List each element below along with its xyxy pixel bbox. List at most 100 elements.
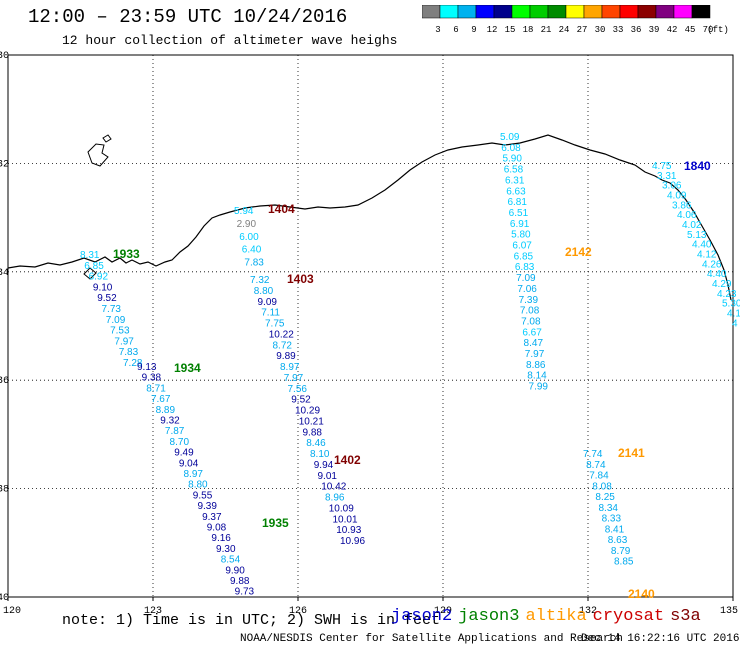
colorbar-swatch: [691, 5, 711, 19]
swh-value: 9.90: [225, 565, 245, 576]
colorbar-tick: 12: [487, 25, 498, 35]
swh-value: 8.70: [170, 437, 190, 448]
swh-value: 8.34: [599, 503, 619, 514]
colorbar-tick: 45: [685, 25, 696, 35]
swh-value: 7.83: [244, 258, 264, 269]
y-tick-label: -38: [0, 485, 9, 496]
colorbar-tick: 42: [667, 25, 678, 35]
y-tick-label: -36: [0, 376, 9, 387]
swh-value: 9.13: [137, 362, 157, 373]
swh-value: 6.91: [510, 219, 530, 230]
swh-value: 7.97: [114, 336, 134, 347]
swh-value: 6.31: [505, 175, 525, 186]
swh-value: 4.12: [697, 249, 717, 260]
swh-value: 10.09: [329, 503, 354, 514]
swh-value: 2.90: [237, 219, 257, 230]
footer-note: note: 1) Time is in UTC; 2) SWH is in fe…: [62, 612, 441, 629]
swh-value: 6.92: [89, 272, 109, 283]
pass-time-label: 1402: [334, 453, 361, 467]
swh-value: 10.01: [333, 514, 358, 525]
swh-value: 6.85: [84, 261, 104, 272]
swh-value: 5.90: [502, 154, 522, 165]
swh-value: 9.94: [314, 460, 334, 471]
swh-value: 4.26: [702, 259, 722, 270]
swh-value: 8.08: [592, 481, 612, 492]
colorbar-tick: 33: [613, 25, 624, 35]
swh-value: 9.55: [193, 490, 213, 501]
swh-value: 9.09: [258, 297, 278, 308]
swh-value: 4: [732, 318, 738, 329]
swh-value: 4.40: [707, 269, 727, 280]
swh-value: 9.52: [97, 293, 117, 304]
y-tick-label: -30: [0, 51, 9, 62]
swh-value: 9.30: [216, 544, 236, 555]
swh-value: 8.72: [273, 340, 293, 351]
swh-value: 9.39: [197, 501, 217, 512]
satellite-legend-item: altika: [525, 607, 587, 626]
swh-value: 7.97: [284, 373, 304, 384]
colorbar-tick: 36: [631, 25, 642, 35]
swh-value: 7.08: [520, 306, 540, 317]
x-tick-label: 135: [720, 606, 738, 617]
swh-value: 9.88: [303, 427, 323, 438]
swh-value: 7.11: [261, 308, 280, 319]
pass-time-label: 1933: [113, 247, 140, 261]
satellite-legend: jason2 jason3 altika cryosat s3a: [391, 607, 707, 626]
swh-value: 8.79: [611, 546, 631, 557]
swh-value: 9.10: [93, 282, 113, 293]
swh-value: 10.93: [336, 525, 361, 536]
swh-value: 10.29: [295, 406, 320, 417]
swh-value: 6.67: [522, 327, 542, 338]
swh-value: 7.09: [516, 273, 536, 284]
swh-value: 5.09: [500, 132, 520, 143]
swh-value: 4.1: [727, 308, 740, 319]
swh-value: 8.54: [221, 555, 241, 566]
swh-value: 9.01: [318, 471, 338, 482]
swh-value: 4.02: [682, 220, 702, 231]
swh-value: 7.83: [119, 347, 139, 358]
satellite-legend-item: jason2: [391, 607, 453, 626]
swh-value: 7.39: [519, 295, 539, 306]
swh-value: 7.73: [102, 304, 122, 315]
pass-time-label: 1404: [268, 202, 295, 216]
swh-value: 9.52: [291, 395, 311, 406]
swh-value: 10.96: [340, 536, 365, 547]
swh-value: 7.97: [525, 349, 545, 360]
swh-value: 6.51: [509, 208, 529, 219]
swh-value: 8.63: [608, 535, 628, 546]
y-tick-label: -40: [0, 593, 9, 604]
swh-value: 4.29: [712, 279, 732, 290]
swh-value: 4.06: [677, 210, 697, 221]
swh-value: 6.63: [506, 186, 526, 197]
colorbar-tick: 18: [523, 25, 534, 35]
pass-time-label: 1403: [287, 272, 314, 286]
swh-value: 6.81: [507, 197, 527, 208]
swh-value: 6.07: [512, 241, 532, 252]
pass-time-label: 1840: [684, 159, 711, 173]
swh-value: 7.99: [529, 382, 549, 393]
swh-value: 6.58: [504, 165, 524, 176]
swh-value: 7.75: [265, 319, 285, 330]
swh-value: 7.08: [521, 316, 541, 327]
swh-value: 5.80: [511, 230, 531, 241]
swh-value: 8.25: [595, 492, 615, 503]
x-tick-label: 129: [434, 606, 452, 617]
colorbar-tick: 27: [577, 25, 588, 35]
swh-value: 4.75: [652, 161, 672, 172]
swh-value: 7.28: [123, 358, 143, 369]
swh-value: 3.86: [672, 200, 692, 211]
island: [102, 134, 112, 143]
satellite-legend-item: s3a: [670, 607, 701, 626]
coastline: [7, 134, 732, 301]
colorbar-tick: 24: [559, 25, 570, 35]
timestamp: Dec 14 16:22:16 UTC 2016: [581, 633, 740, 645]
swh-value: 10.21: [299, 416, 324, 427]
colorbar-tick: 21: [541, 25, 552, 35]
swh-value: 3.31: [657, 171, 677, 182]
wave-height-colorbar: 3 6 9 12 15 18 21 24 27 30 33 36 39 42 45 70(ft): [422, 5, 729, 35]
swh-value: 7.67: [151, 394, 171, 405]
swh-value: 8.80: [254, 286, 274, 297]
swh-value: 6.85: [514, 251, 534, 262]
colorbar-tick: 30: [595, 25, 606, 35]
